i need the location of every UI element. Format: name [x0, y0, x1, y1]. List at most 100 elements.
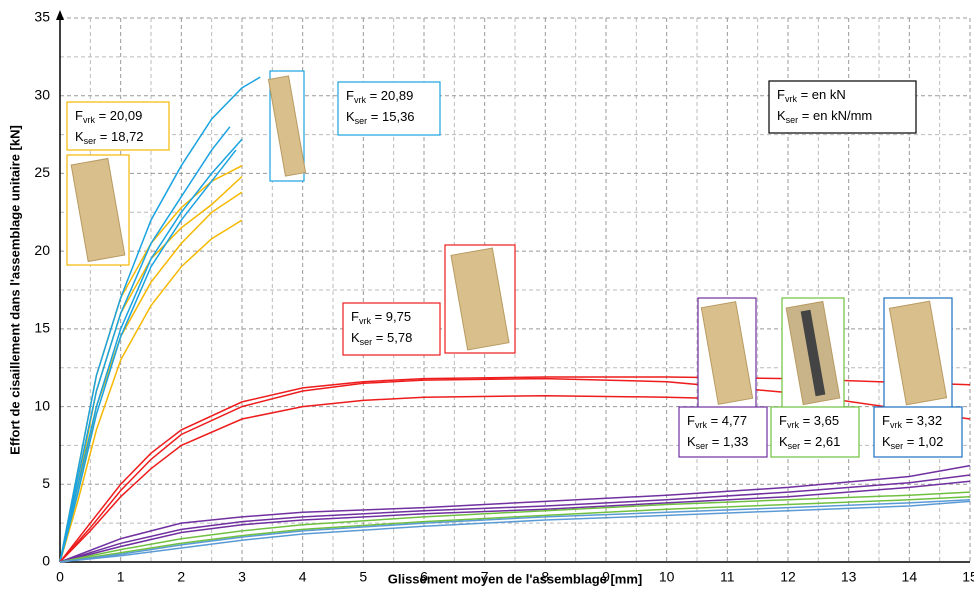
annotation-value: = 1,02: [903, 434, 943, 449]
annotation-symbol: K: [779, 434, 788, 449]
annotation-box: [770, 406, 860, 458]
annotation-text: Fvrk = en kN: [777, 87, 846, 104]
y-tick-label: 0: [42, 553, 50, 569]
y-tick-label: 35: [34, 9, 50, 25]
annotation-symbol: K: [687, 434, 696, 449]
series-line: [59, 500, 971, 563]
x-tick-label: 2: [177, 569, 185, 585]
x-tick-label: 13: [841, 569, 857, 585]
annotation-symbol: F: [346, 88, 354, 103]
x-tick-label: 6: [420, 569, 428, 585]
x-tick-label: 3: [238, 569, 246, 585]
annotation-box: [873, 406, 963, 458]
annotation-subscript: ser: [788, 441, 801, 451]
annotation-subscript: vrk: [785, 94, 797, 104]
annotation-value: = en kN: [797, 87, 846, 102]
annotation-symbol: F: [882, 413, 890, 428]
annotation-value: = 18,72: [96, 129, 143, 144]
annotation-text: Fvrk = 20,89: [346, 88, 413, 105]
annotation-subscript: ser: [84, 136, 97, 146]
annotation-value: = 20,89: [366, 88, 413, 103]
annotation-symbol: F: [351, 309, 359, 324]
series-line: [59, 499, 971, 563]
series-line: [59, 149, 237, 563]
annotation-text: Fvrk = 4,77: [687, 413, 747, 430]
specimen: [888, 300, 948, 406]
annotation-text: Fvrk = 3,65: [779, 413, 839, 430]
annotation-box: [66, 101, 170, 151]
x-tick-label: 9: [602, 569, 610, 585]
annotation-value: = 9,75: [371, 309, 411, 324]
annotation-value: = 3,65: [799, 413, 839, 428]
x-tick-label: 5: [359, 569, 367, 585]
x-tick-label: 4: [299, 569, 307, 585]
annotation-symbol: K: [777, 108, 786, 123]
series-line: [59, 377, 971, 563]
series-line: [59, 126, 231, 563]
x-tick-label: 1: [117, 569, 125, 585]
x-tick-label: 10: [659, 569, 675, 585]
series-line: [59, 495, 971, 563]
annotation-symbol: K: [882, 434, 891, 449]
specimen-plate: [800, 309, 826, 397]
annotation-subscript: vrk: [359, 316, 371, 326]
x-axis-title: Glissement moyen de l'assemblage [mm]: [388, 571, 643, 586]
x-tick-label: 0: [56, 569, 64, 585]
y-axis-arrow: [56, 10, 64, 20]
specimen: [450, 247, 510, 351]
annotation-value: = 5,78: [372, 330, 412, 345]
annotation-subscript: ser: [360, 337, 373, 347]
series-line: [59, 219, 243, 563]
annotation-text: Kser = 5,78: [351, 330, 412, 347]
y-tick-label: 20: [34, 242, 50, 258]
annotation-subscript: vrk: [890, 420, 902, 430]
annotation-value: = 3,32: [902, 413, 942, 428]
annotation-symbol: K: [346, 109, 355, 124]
x-tick-label: 12: [780, 569, 796, 585]
annotation-symbol: F: [777, 87, 785, 102]
annotation-value: = 1,33: [708, 434, 748, 449]
annotation-text: Kser = 1,33: [687, 434, 748, 451]
series-line: [59, 394, 728, 563]
series-line: [59, 76, 261, 563]
annotation-text: Fvrk = 20,09: [75, 108, 142, 125]
annotation-value: = 15,36: [367, 109, 414, 124]
x-tick-label: 11: [720, 569, 735, 585]
series-line: [59, 464, 971, 563]
x-tick-label: 8: [541, 569, 549, 585]
annotation-text: Kser = 1,02: [882, 434, 943, 451]
annotation-subscript: ser: [696, 441, 709, 451]
specimen: [70, 157, 126, 263]
annotation-text: Kser = 15,36: [346, 109, 415, 126]
annotation-subscript: vrk: [695, 420, 707, 430]
annotation-box: [678, 406, 768, 458]
annotation-subscript: vrk: [83, 115, 95, 125]
y-tick-label: 25: [34, 164, 50, 180]
specimen: [267, 75, 307, 177]
annotation-subscript: vrk: [787, 420, 799, 430]
annotation-symbol: F: [687, 413, 695, 428]
series-line: [59, 491, 971, 563]
annotation-value: = 20,09: [95, 108, 142, 123]
annotation-text: Kser = en kN/mm: [777, 108, 872, 125]
series-line: [59, 376, 971, 563]
annotation-subscript: ser: [891, 441, 904, 451]
annotation-symbol: F: [75, 108, 83, 123]
series-line: [59, 480, 971, 563]
annotation-box: [768, 80, 917, 134]
y-tick-label: 5: [42, 475, 50, 491]
annotation-subscript: ser: [786, 115, 799, 125]
specimen: [700, 301, 754, 405]
y-tick-label: 10: [34, 397, 50, 413]
y-axis-title: Effort de cisaillement dans l'assemblage…: [7, 125, 22, 455]
annotation-subscript: ser: [355, 116, 368, 126]
annotation-symbol: F: [779, 413, 787, 428]
annotation-value: = en kN/mm: [798, 108, 872, 123]
x-tick-label: 15: [962, 569, 974, 585]
annotation-box: [342, 302, 441, 356]
annotation-text: Kser = 2,61: [779, 434, 840, 451]
series-line: [59, 138, 243, 563]
annotation-symbol: K: [75, 129, 84, 144]
annotation-box: [337, 81, 441, 136]
